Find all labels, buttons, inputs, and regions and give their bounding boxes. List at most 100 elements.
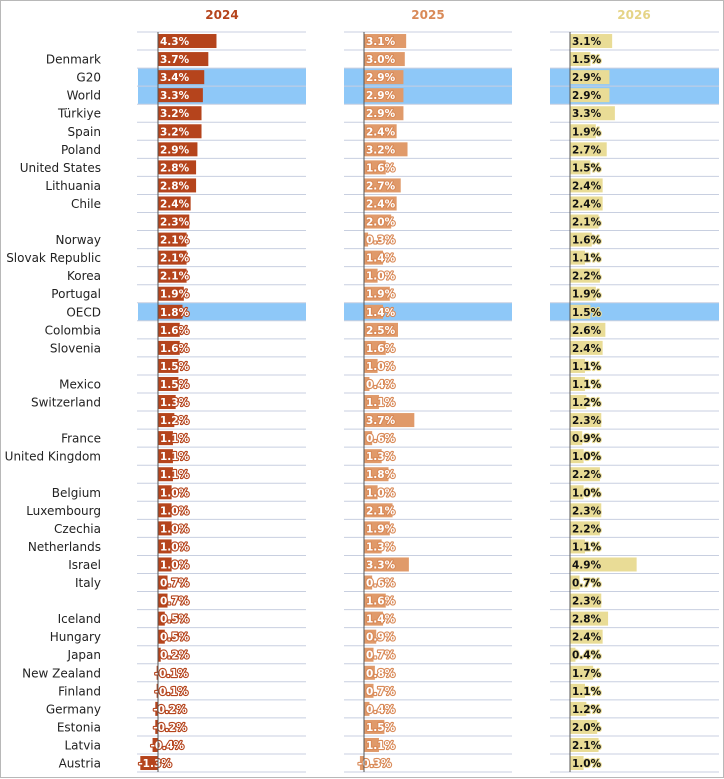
- data-label-2024: 1.0%: [160, 487, 190, 499]
- bar-2025: [364, 521, 390, 536]
- bar-2026: [570, 196, 603, 211]
- bar-2025: [364, 413, 415, 428]
- bar-2025: [364, 503, 393, 518]
- data-label-2024: -1.3%: [138, 758, 172, 770]
- bar-2025: [364, 70, 404, 85]
- bar-2025: [364, 304, 384, 319]
- bar-2026: [570, 286, 596, 301]
- bar-2025: [364, 431, 373, 446]
- data-label-2024: 3.2%: [160, 126, 190, 138]
- category-label: France: [61, 432, 101, 446]
- category-label: Netherlands: [28, 540, 101, 554]
- bar-2024: [156, 683, 158, 698]
- category-label: United Kingdom: [5, 450, 101, 464]
- bar-2024: [158, 142, 198, 157]
- bar-2026: [570, 250, 585, 265]
- data-label-2025: 2.4%: [366, 198, 396, 210]
- bar-2026: [570, 611, 609, 626]
- data-label-2026: 2.3%: [572, 596, 602, 608]
- bar-2025: [364, 160, 386, 175]
- data-label-2025: 1.4%: [366, 253, 396, 265]
- data-label-2024: 1.0%: [160, 505, 190, 517]
- bar-2024: [158, 431, 173, 446]
- bar-2025: [364, 449, 382, 464]
- data-label-2026: 1.2%: [572, 397, 602, 409]
- bar-2026: [570, 214, 599, 229]
- category-label: Switzerland: [31, 396, 101, 410]
- bar-2025: [364, 106, 404, 121]
- category-label: Estonia: [57, 720, 101, 734]
- data-label-2025: 1.3%: [366, 541, 396, 553]
- data-label-2025: 0.7%: [366, 650, 396, 662]
- bar-2025: [364, 737, 379, 752]
- data-label-2024: 0.5%: [160, 614, 190, 626]
- category-label: Austria: [59, 757, 101, 771]
- bar-2026: [570, 304, 591, 319]
- data-label-2026: 2.3%: [572, 505, 602, 517]
- category-label: Iceland: [58, 612, 101, 626]
- highlight-band: [550, 302, 719, 321]
- data-label-2024: 0.5%: [160, 632, 190, 644]
- data-label-2025: 0.9%: [366, 632, 396, 644]
- data-label-2024: 1.1%: [160, 451, 190, 463]
- series-title-2026: 2026: [617, 8, 650, 22]
- bar-2026: [570, 160, 591, 175]
- bar-2025: [364, 647, 374, 662]
- data-label-2025: 1.0%: [366, 361, 396, 373]
- highlight-band: [344, 302, 512, 321]
- data-label-2026: 1.0%: [572, 487, 602, 499]
- bar-2026: [570, 467, 600, 482]
- data-label-2026: 1.0%: [572, 451, 602, 463]
- category-label: Spain: [67, 125, 101, 139]
- data-label-2024: -0.2%: [153, 704, 187, 716]
- data-label-2025: 0.6%: [366, 578, 396, 590]
- bar-2024: [158, 124, 202, 139]
- data-label-2026: 1.2%: [572, 704, 602, 716]
- data-label-2025: 3.7%: [366, 415, 396, 427]
- bar-2025: [364, 52, 405, 67]
- data-label-2025: 1.5%: [366, 722, 396, 734]
- data-label-2025: 1.0%: [366, 487, 396, 499]
- data-label-2025: 1.6%: [366, 343, 396, 355]
- category-label: Germany: [46, 702, 101, 716]
- data-label-2024: 2.1%: [160, 235, 190, 247]
- data-label-2026: 2.9%: [572, 72, 602, 84]
- data-label-2024: 3.4%: [160, 72, 190, 84]
- bar-2025: [364, 395, 379, 410]
- data-label-2026: 0.9%: [572, 433, 602, 445]
- data-label-2024: 2.1%: [160, 271, 190, 283]
- category-label: OECD: [66, 305, 101, 319]
- data-label-2026: 2.4%: [572, 180, 602, 192]
- data-label-2025: 1.3%: [366, 451, 396, 463]
- bar-2025: [359, 756, 364, 771]
- data-label-2024: 3.2%: [160, 108, 190, 120]
- bar-2024: [158, 304, 183, 319]
- bar-2025: [364, 467, 389, 482]
- data-label-2025: 1.9%: [366, 523, 396, 535]
- category-label: United States: [20, 161, 101, 175]
- data-label-2026: 2.2%: [572, 523, 602, 535]
- data-label-2025: 2.4%: [366, 126, 396, 138]
- data-label-2026: 1.0%: [572, 758, 602, 770]
- data-label-2024: 1.2%: [160, 415, 190, 427]
- category-label: Poland: [61, 143, 101, 157]
- bar-2025: [364, 232, 369, 247]
- bar-2026: [570, 232, 592, 247]
- bar-2024: [155, 701, 158, 716]
- data-label-2025: 1.9%: [366, 289, 396, 301]
- category-label: Chile: [71, 197, 101, 211]
- data-label-2025: 0.4%: [366, 704, 396, 716]
- bar-2026: [570, 449, 584, 464]
- bar-2024: [158, 647, 161, 662]
- data-label-2025: 1.6%: [366, 596, 396, 608]
- bar-2025: [364, 214, 392, 229]
- data-label-2024: 0.7%: [160, 578, 190, 590]
- bar-2026: [570, 395, 587, 410]
- bar-2026: [570, 647, 576, 662]
- category-label: Belgium: [52, 486, 101, 500]
- bar-2024: [158, 106, 202, 121]
- data-label-2026: 2.4%: [572, 343, 602, 355]
- data-label-2026: 1.5%: [572, 54, 602, 66]
- bar-2024: [158, 178, 197, 193]
- data-label-2024: 1.1%: [160, 469, 190, 481]
